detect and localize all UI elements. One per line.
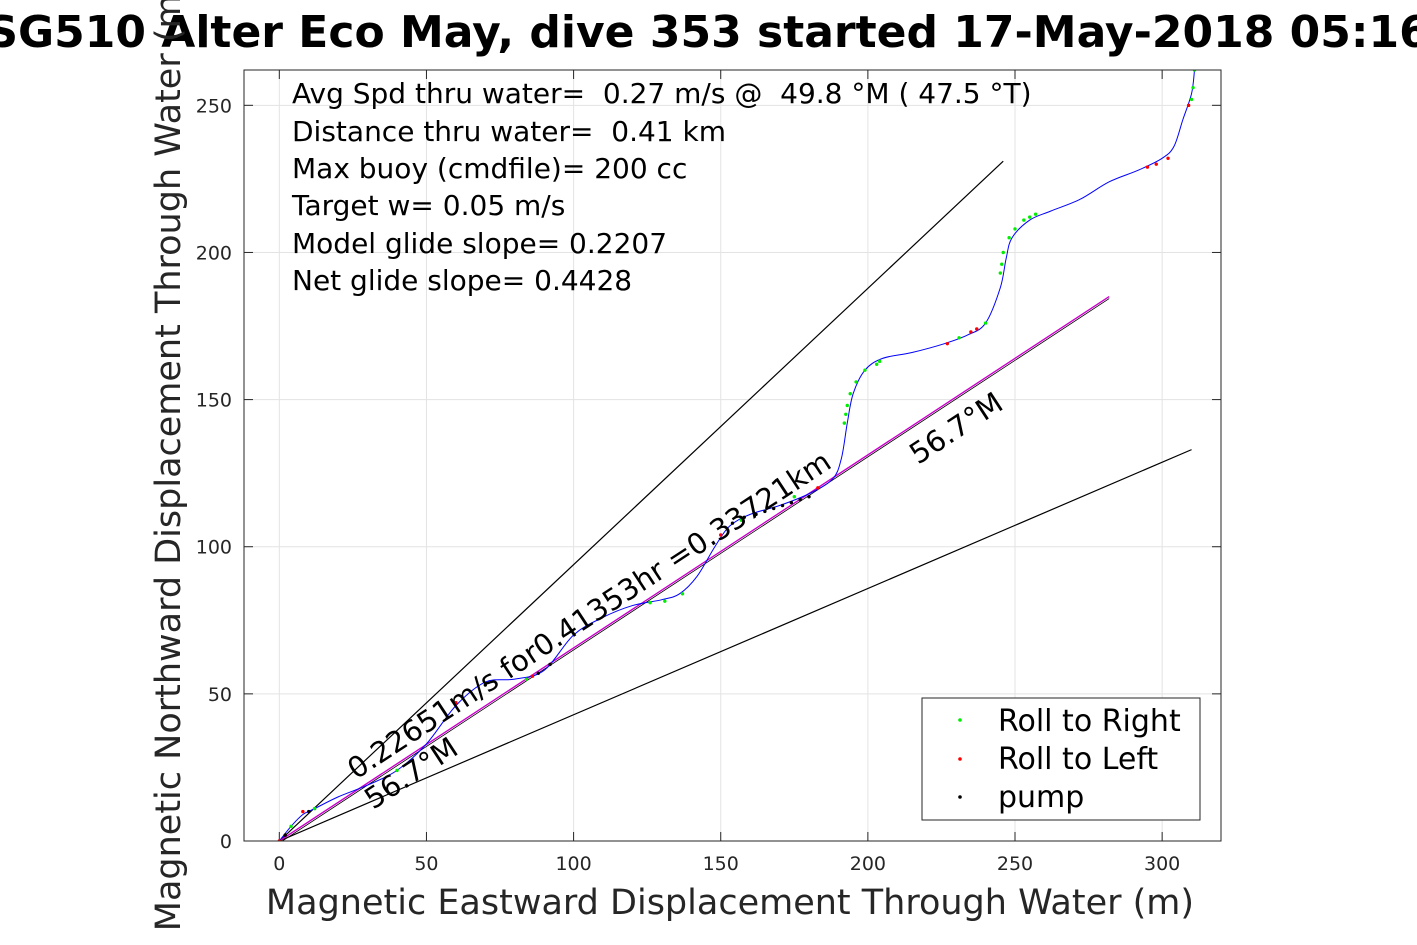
point-roll-right	[845, 403, 849, 408]
info-distance: Distance thru water= 0.41 km	[292, 115, 726, 148]
point-pump	[307, 809, 311, 814]
point-roll-left	[1154, 162, 1158, 166]
point-roll-right	[395, 768, 399, 773]
y-tick-label: 50	[208, 684, 232, 706]
legend-marker-roll-right	[958, 718, 962, 722]
point-roll-right	[842, 421, 847, 425]
point-roll-right	[854, 380, 858, 384]
y-tick-label: 200	[196, 242, 232, 264]
x-tick-label: 250	[997, 853, 1033, 875]
point-roll-right	[983, 321, 988, 325]
point-roll-right	[957, 336, 961, 340]
rhumb-line-shadow	[281, 298, 1110, 841]
point-pump	[730, 521, 735, 525]
point-roll-left	[530, 674, 535, 678]
point-roll-left	[975, 327, 979, 331]
info-target-w: Target w= 0.05 m/s	[291, 189, 565, 222]
point-pump	[536, 671, 540, 675]
point-pump	[780, 503, 785, 508]
point-pump	[548, 662, 552, 667]
point-roll-left	[454, 700, 458, 705]
point-roll-right	[874, 362, 879, 366]
point-roll-right	[1001, 250, 1005, 255]
point-roll-right	[1189, 97, 1194, 102]
info-max-buoy: Max buoy (cmdfile)= 200 cc	[292, 152, 687, 185]
legend-label-pump: pump	[998, 780, 1084, 815]
point-pump	[771, 506, 776, 511]
point-roll-right	[998, 271, 1002, 275]
reference-lines	[278, 160, 1192, 841]
point-roll-left	[719, 533, 723, 537]
point-roll-right	[1000, 262, 1004, 266]
point-roll-right	[680, 592, 685, 596]
point-roll-right	[792, 494, 796, 499]
point-roll-left	[816, 486, 820, 490]
point-pump	[807, 494, 811, 499]
x-tick-label: 150	[703, 853, 739, 875]
point-roll-right	[863, 368, 867, 372]
info-net-glide: Net glide slope= 0.4428	[292, 264, 632, 297]
point-pump	[742, 515, 746, 519]
point-pump	[798, 497, 802, 502]
point-roll-left	[1166, 156, 1170, 160]
envelope-line	[279, 449, 1192, 841]
point-roll-right	[844, 412, 848, 417]
plot-frame	[243, 69, 1222, 842]
legend: Roll to Right Roll to Left pump	[921, 697, 1201, 821]
point-pump	[283, 833, 287, 837]
point-roll-right	[1013, 227, 1017, 231]
info-block: Avg Spd thru water= 0.27 m/s @ 49.8 °M (…	[291, 77, 1032, 297]
y-tick-label: 0	[220, 831, 232, 853]
legend-box	[921, 697, 1201, 821]
point-roll-right	[648, 600, 652, 605]
track-line	[278, 70, 1196, 841]
legend-label-roll-left: Roll to Left	[998, 742, 1158, 777]
envelope-line	[278, 160, 1004, 841]
x-tick-label: 50	[414, 853, 438, 875]
y-tick-label: 150	[196, 390, 232, 412]
point-roll-right	[312, 806, 317, 811]
point-roll-right	[1028, 215, 1032, 219]
point-pump	[763, 509, 767, 514]
x-tick-label: 100	[555, 853, 591, 875]
point-pump	[483, 683, 488, 687]
y-tick-label: 250	[196, 95, 232, 117]
point-roll-right	[1033, 212, 1038, 216]
x-tick-label: 200	[850, 853, 886, 875]
y-tick-label: 100	[196, 537, 232, 559]
rhumb-line	[278, 296, 1110, 841]
point-pump	[754, 512, 758, 517]
point-roll-left	[1145, 165, 1150, 169]
x-axis-label: Magnetic Eastward Displacement Through W…	[266, 883, 1194, 923]
point-roll-right	[1191, 85, 1195, 90]
y-axis-label: Magnetic Northward Displacement Through …	[149, 0, 189, 931]
point-roll-right	[848, 392, 852, 396]
legend-marker-pump	[958, 795, 962, 799]
point-roll-right	[1007, 236, 1011, 240]
legend-label-roll-right: Roll to Right	[998, 704, 1181, 739]
legend-marker-roll-left	[958, 757, 962, 761]
point-roll-right	[663, 599, 667, 603]
point-roll-left	[945, 341, 950, 346]
info-avg-speed: Avg Spd thru water= 0.27 m/s @ 49.8 °M (…	[292, 77, 1032, 110]
chart-title: SG510 Alter Eco May, dive 353 started 17…	[0, 7, 1417, 58]
point-roll-right	[877, 359, 882, 364]
point-roll-right	[1022, 218, 1026, 222]
x-tick-label: 300	[1144, 853, 1180, 875]
point-roll-right	[289, 824, 293, 828]
point-roll-left	[969, 330, 973, 334]
point-roll-left	[301, 809, 305, 814]
point-roll-left	[1186, 103, 1191, 108]
point-pump	[789, 500, 794, 505]
axis-ticks: 0 50 100 150 200 250 300 0 50 100 150 200 250	[196, 70, 1221, 875]
x-tick-label: 0	[273, 853, 285, 875]
point-roll-right	[739, 518, 744, 522]
point-roll-right	[524, 677, 529, 681]
info-model-glide: Model glide slope= 0.2207	[292, 227, 667, 260]
